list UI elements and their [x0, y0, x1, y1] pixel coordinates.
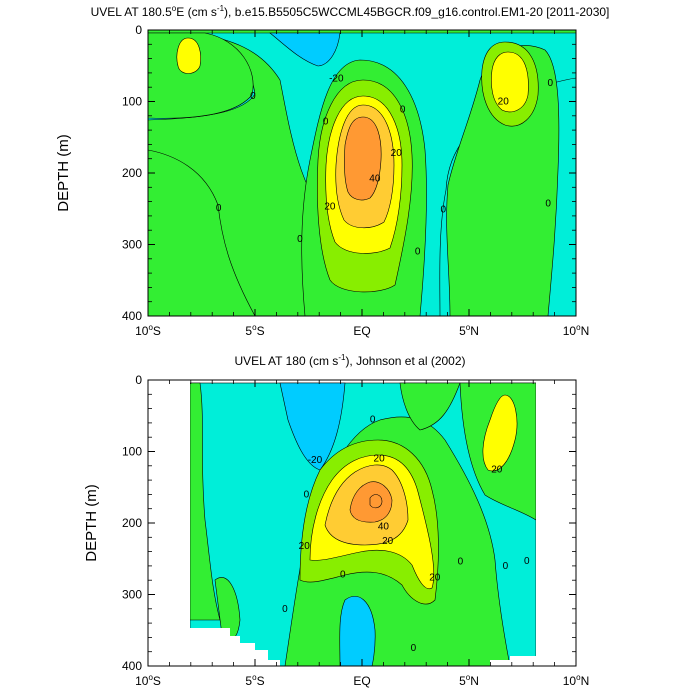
bot-fill-core-center — [369, 494, 383, 509]
y-tick-label: 100 — [122, 445, 142, 459]
y-tick-label: 200 — [122, 166, 142, 180]
top-fill-green-west — [148, 32, 254, 119]
title-top-prefix: UVEL AT 180.5 — [90, 5, 172, 19]
y-tick-label: 0 — [135, 23, 142, 37]
bottom-ylabel: DEPTH (m) — [83, 484, 100, 562]
contour-label: -20 — [308, 455, 323, 466]
title-top-degree: o — [171, 4, 177, 13]
panel-title-bottom: UVEL AT 180 (cm s-1), Johnson et al (200… — [0, 353, 700, 368]
y-tick-label: 0 — [135, 373, 142, 387]
top-fill-yellow-east — [491, 51, 529, 113]
bot-mask-east — [490, 380, 576, 666]
y-tick-label: 300 — [122, 238, 142, 252]
y-tick-label: 200 — [122, 516, 142, 530]
contour-label: 0 — [250, 91, 256, 102]
top-fill-yellow-west — [176, 37, 201, 74]
y-tick-label: 100 — [122, 95, 142, 109]
x-tick-label: 5oS — [245, 673, 264, 688]
contour-label: 0 — [400, 104, 406, 115]
contour-label: 20 — [382, 536, 394, 547]
x-tick-label: 10oN — [563, 323, 589, 338]
contour-label: 0 — [545, 199, 551, 210]
contour-label: 0 — [370, 414, 376, 425]
bot-fill-yellow-east — [482, 394, 518, 472]
contour-label: 0 — [548, 78, 554, 89]
title-bottom-exp: -1 — [338, 353, 346, 362]
bot-mask — [148, 380, 280, 666]
x-tick-label: 10oS — [135, 323, 161, 338]
contour-label: 0 — [503, 561, 509, 572]
top-ylabel: DEPTH (m) — [55, 134, 72, 212]
y-tick-label: 300 — [122, 588, 142, 602]
y-tick-label: 400 — [122, 309, 142, 323]
contour-label: 20 — [299, 541, 311, 552]
contour-label: 20 — [498, 97, 510, 108]
contour-label: 40 — [378, 522, 390, 533]
title-bottom-prefix: UVEL AT 180 (cm s — [234, 354, 339, 368]
contour-label: 20 — [491, 464, 503, 475]
contour-label: 0 — [216, 203, 222, 214]
x-tick-label: 10oS — [135, 673, 161, 688]
bot-fill-green-west — [189, 382, 221, 621]
bot-fill-minus10-deep — [339, 595, 376, 666]
contour-label: 20 — [374, 454, 386, 465]
x-tick-label: 5oN — [459, 323, 479, 338]
title-bottom-suffix: ), Johnson et al (2002) — [345, 354, 466, 368]
bottom-contour-plot — [148, 380, 576, 666]
contour-label: 0 — [304, 489, 310, 500]
contour-label: 40 — [369, 174, 381, 185]
x-tick-label: 5oS — [245, 323, 264, 338]
x-tick-label: 10oN — [563, 673, 589, 688]
top-contour-labels: -20 20 40 20 20 0 0 0 0 0 0 0 0 0 — [216, 74, 554, 258]
top-fill-jet-core — [344, 116, 382, 201]
contour-label: 0 — [282, 604, 288, 615]
bottom-contour-labels: -20 20 20 40 20 20 20 0 0 0 0 0 0 0 0 — [282, 414, 530, 654]
contour-label: 0 — [524, 556, 530, 567]
y-tick-label: 400 — [122, 659, 142, 673]
x-tick-label: EQ — [353, 324, 370, 338]
x-tick-label: 5oN — [459, 673, 479, 688]
title-top-exp: -1 — [216, 4, 225, 13]
title-top-mid: E (cm s — [176, 5, 217, 19]
contour-label: 20 — [324, 202, 336, 213]
panel-title-top: UVEL AT 180.5oE (cm s-1), b.e15.B5505C5W… — [0, 4, 700, 19]
top-fill-minus10 — [269, 32, 341, 67]
contour-label: 0 — [441, 204, 447, 215]
top-contour-plot — [148, 30, 576, 316]
contour-label: 0 — [323, 117, 329, 128]
contour-label: 20 — [429, 572, 441, 583]
contour-label: 0 — [415, 247, 421, 258]
top-fill-green-southwest — [148, 149, 256, 316]
bot-fill-green-neq — [399, 382, 461, 431]
contour-label: 0 — [340, 569, 346, 580]
contour-label: -20 — [329, 74, 344, 85]
contour-label: 0 — [297, 234, 303, 245]
x-tick-label: EQ — [353, 674, 370, 688]
contour-label: 0 — [411, 643, 417, 654]
contour-label: 0 — [458, 557, 464, 568]
title-top-suffix: ), b.e15.B5505C5WCCML45BGCR.f09_g16.cont… — [224, 5, 610, 19]
contour-label: 20 — [391, 148, 403, 159]
